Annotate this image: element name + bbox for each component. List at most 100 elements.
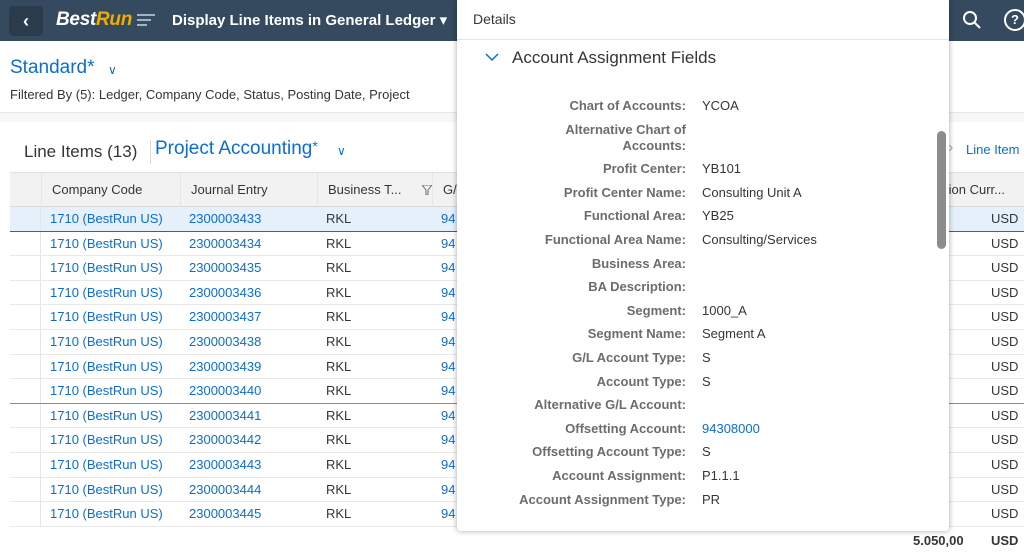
row-selector[interactable] <box>10 354 41 379</box>
total-currency: USD <box>991 533 1019 548</box>
detail-field-label: Alternative Chart of Accounts: <box>565 121 686 153</box>
journal-entry-link[interactable]: 2300003439 <box>189 358 262 374</box>
detail-field-value: YCOA <box>702 98 739 113</box>
table-variant-name: Project Accounting <box>155 138 313 159</box>
search-icon[interactable] <box>962 10 982 30</box>
journal-entry-link[interactable]: 2300003443 <box>189 456 262 472</box>
journal-entry-link[interactable]: 2300003442 <box>189 432 262 448</box>
journal-entry-link[interactable]: 2300003437 <box>189 309 262 325</box>
gl-account-link[interactable]: 94 <box>441 506 456 522</box>
row-selector[interactable] <box>10 305 41 329</box>
row-selector[interactable] <box>10 329 41 354</box>
row-selector[interactable] <box>10 256 41 280</box>
gl-account-link[interactable]: 94 <box>441 481 456 497</box>
company-code-link[interactable]: 1710 (BestRun US) <box>50 333 163 349</box>
detail-field-link[interactable]: 94308000 <box>702 420 760 436</box>
business-transaction-cell: RKL <box>326 506 352 522</box>
gl-account-link[interactable]: 94 <box>441 432 456 448</box>
select-all-cell[interactable] <box>10 173 41 207</box>
detail-field-label: Profit Center Name: <box>563 184 686 200</box>
row-selector[interactable] <box>10 452 41 477</box>
company-code-link[interactable]: 1710 (BestRun US) <box>50 284 163 300</box>
detail-field-label: Offsetting Account: <box>565 420 686 436</box>
business-transaction-cell: RKL <box>326 456 352 472</box>
journal-entry-link[interactable]: 2300003435 <box>189 260 262 276</box>
gl-account-link[interactable]: 94 <box>441 407 456 423</box>
column-business-transaction[interactable]: Business T... <box>317 173 432 207</box>
total-amount: 5.050,00 <box>913 533 964 548</box>
gl-account-link[interactable]: 94 <box>441 309 456 325</box>
company-code-link[interactable]: 1710 (BestRun US) <box>50 211 163 226</box>
journal-entry-link[interactable]: 2300003445 <box>189 506 262 522</box>
detail-field-value: YB25 <box>702 208 734 224</box>
logo-lines-icon <box>137 14 155 28</box>
gl-account-link[interactable]: 94 <box>441 284 456 300</box>
chevron-down-icon[interactable]: ∨ <box>108 63 117 77</box>
detail-field-value: 1000_A <box>702 302 747 318</box>
gl-account-link[interactable]: 94 <box>441 333 456 349</box>
gl-account-link[interactable]: 94 <box>441 456 456 472</box>
line-item-link[interactable]: Line Item <box>966 142 1020 157</box>
company-code-link[interactable]: 1710 (BestRun US) <box>50 506 163 522</box>
row-selector[interactable] <box>10 477 41 502</box>
company-code-link[interactable]: 1710 (BestRun US) <box>50 235 163 251</box>
business-transaction-cell: RKL <box>326 211 352 226</box>
chevron-down-icon[interactable] <box>485 52 499 62</box>
gl-account-link[interactable]: 94 <box>441 260 456 276</box>
company-code-link[interactable]: 1710 (BestRun US) <box>50 481 163 497</box>
app-title-menu[interactable]: Display Line Items in General Ledger ▾ <box>172 11 447 29</box>
row-selector[interactable] <box>10 231 41 256</box>
details-popover: Details Account Assignment Fields Chart … <box>457 0 949 531</box>
company-code-link[interactable]: 1710 (BestRun US) <box>50 407 163 423</box>
variant-selector[interactable]: Standard* <box>10 57 95 79</box>
row-selector[interactable] <box>10 428 41 452</box>
company-logo[interactable]: BestRun <box>56 9 132 31</box>
currency-cell: USD <box>991 432 1019 448</box>
row-selector[interactable] <box>10 403 41 428</box>
journal-entry-link[interactable]: 2300003440 <box>189 383 262 399</box>
company-code-link[interactable]: 1710 (BestRun US) <box>50 456 163 472</box>
column-gl-account[interactable]: G/ <box>432 173 462 207</box>
column-transaction-currency[interactable]: tion Curr... <box>945 182 1005 197</box>
currency-cell: USD <box>991 383 1019 399</box>
currency-cell: USD <box>991 407 1019 423</box>
gl-account-link[interactable]: 94 <box>441 235 456 251</box>
row-selector[interactable] <box>10 280 41 305</box>
column-company-code[interactable]: Company Code <box>41 173 180 207</box>
table-variant-selector[interactable]: Project Accounting* <box>155 138 318 160</box>
chevron-down-icon[interactable]: ∨ <box>337 144 346 158</box>
journal-entry-link[interactable]: 2300003433 <box>189 211 262 226</box>
gl-account-link[interactable]: 94 <box>441 383 456 399</box>
row-selector[interactable] <box>10 207 41 231</box>
journal-entry-link[interactable]: 2300003444 <box>189 481 262 497</box>
gl-account-link[interactable]: 94 <box>441 211 456 226</box>
detail-field-label: BA Description: <box>588 279 686 295</box>
help-icon[interactable]: ? <box>1004 9 1024 31</box>
journal-entry-link[interactable]: 2300003436 <box>189 284 262 300</box>
row-selector[interactable] <box>10 502 41 526</box>
gl-account-link[interactable]: 94 <box>441 358 456 374</box>
company-code-link[interactable]: 1710 (BestRun US) <box>50 432 163 448</box>
currency-cell: USD <box>991 481 1019 497</box>
company-code-link[interactable]: 1710 (BestRun US) <box>50 260 163 276</box>
popover-header: Details <box>457 0 949 40</box>
journal-entry-link[interactable]: 2300003438 <box>189 333 262 349</box>
detail-field-value: P1.1.1 <box>702 467 740 483</box>
back-button[interactable]: ‹ <box>9 6 43 36</box>
section-title[interactable]: Account Assignment Fields <box>512 48 717 67</box>
detail-field-value: Consulting/Services <box>702 231 817 247</box>
company-code-link[interactable]: 1710 (BestRun US) <box>50 383 163 399</box>
detail-field-label: Account Assignment Type: <box>519 491 686 507</box>
journal-entry-link[interactable]: 2300003434 <box>189 235 262 251</box>
totals-row: 5.050,00 USD <box>10 527 1024 553</box>
scrollbar[interactable] <box>937 131 946 249</box>
currency-cell: USD <box>991 284 1019 300</box>
journal-entry-link[interactable]: 2300003441 <box>189 407 262 423</box>
row-selector[interactable] <box>10 379 41 403</box>
company-code-link[interactable]: 1710 (BestRun US) <box>50 358 163 374</box>
column-journal-entry[interactable]: Journal Entry <box>180 173 317 207</box>
detail-field-value: S <box>702 373 711 389</box>
company-code-link[interactable]: 1710 (BestRun US) <box>50 309 163 325</box>
filter-summary: Filtered By (5): Ledger, Company Code, S… <box>10 87 410 102</box>
table-row[interactable]: 1710 (BestRun US)2300003437RKL9400USD <box>10 305 1024 330</box>
